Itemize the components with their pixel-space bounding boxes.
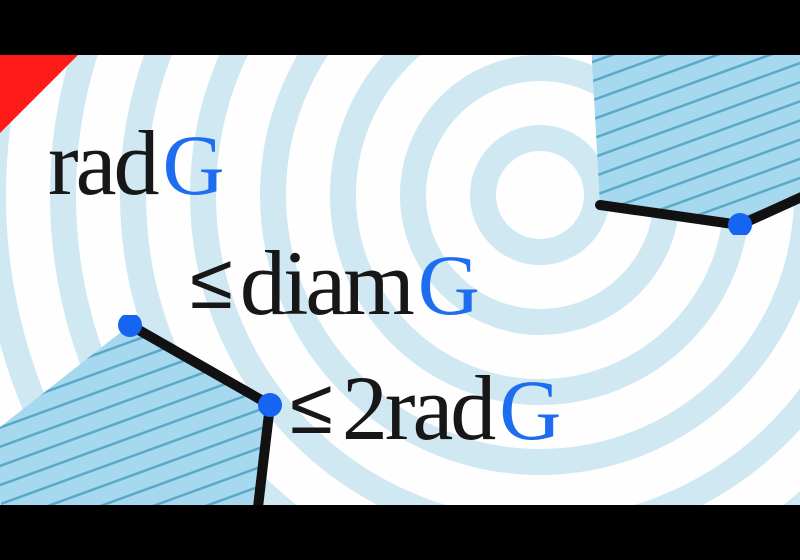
stage: radG ≤diamG ≤2radG [0, 0, 800, 560]
graph-shape-bottom-left [0, 315, 290, 505]
letterbox-bottom [0, 505, 800, 560]
text-diam: diam [240, 232, 412, 334]
formula-line-3: ≤2radG [290, 355, 558, 461]
red-corner-triangle [0, 55, 78, 133]
text-G: G [162, 115, 221, 215]
leq-symbol-icon: ≤ [290, 362, 330, 450]
letterbox-top [0, 0, 800, 55]
leq-symbol-icon: ≤ [190, 237, 230, 325]
text-rad: rad [385, 357, 493, 459]
text-G: G [418, 235, 477, 335]
formula-line-2: ≤diamG [190, 230, 477, 336]
graph-shape-top-right [560, 55, 800, 235]
diagram-canvas: radG ≤diamG ≤2radG [0, 55, 800, 505]
text-G: G [499, 360, 558, 460]
text-two: 2 [342, 357, 385, 459]
